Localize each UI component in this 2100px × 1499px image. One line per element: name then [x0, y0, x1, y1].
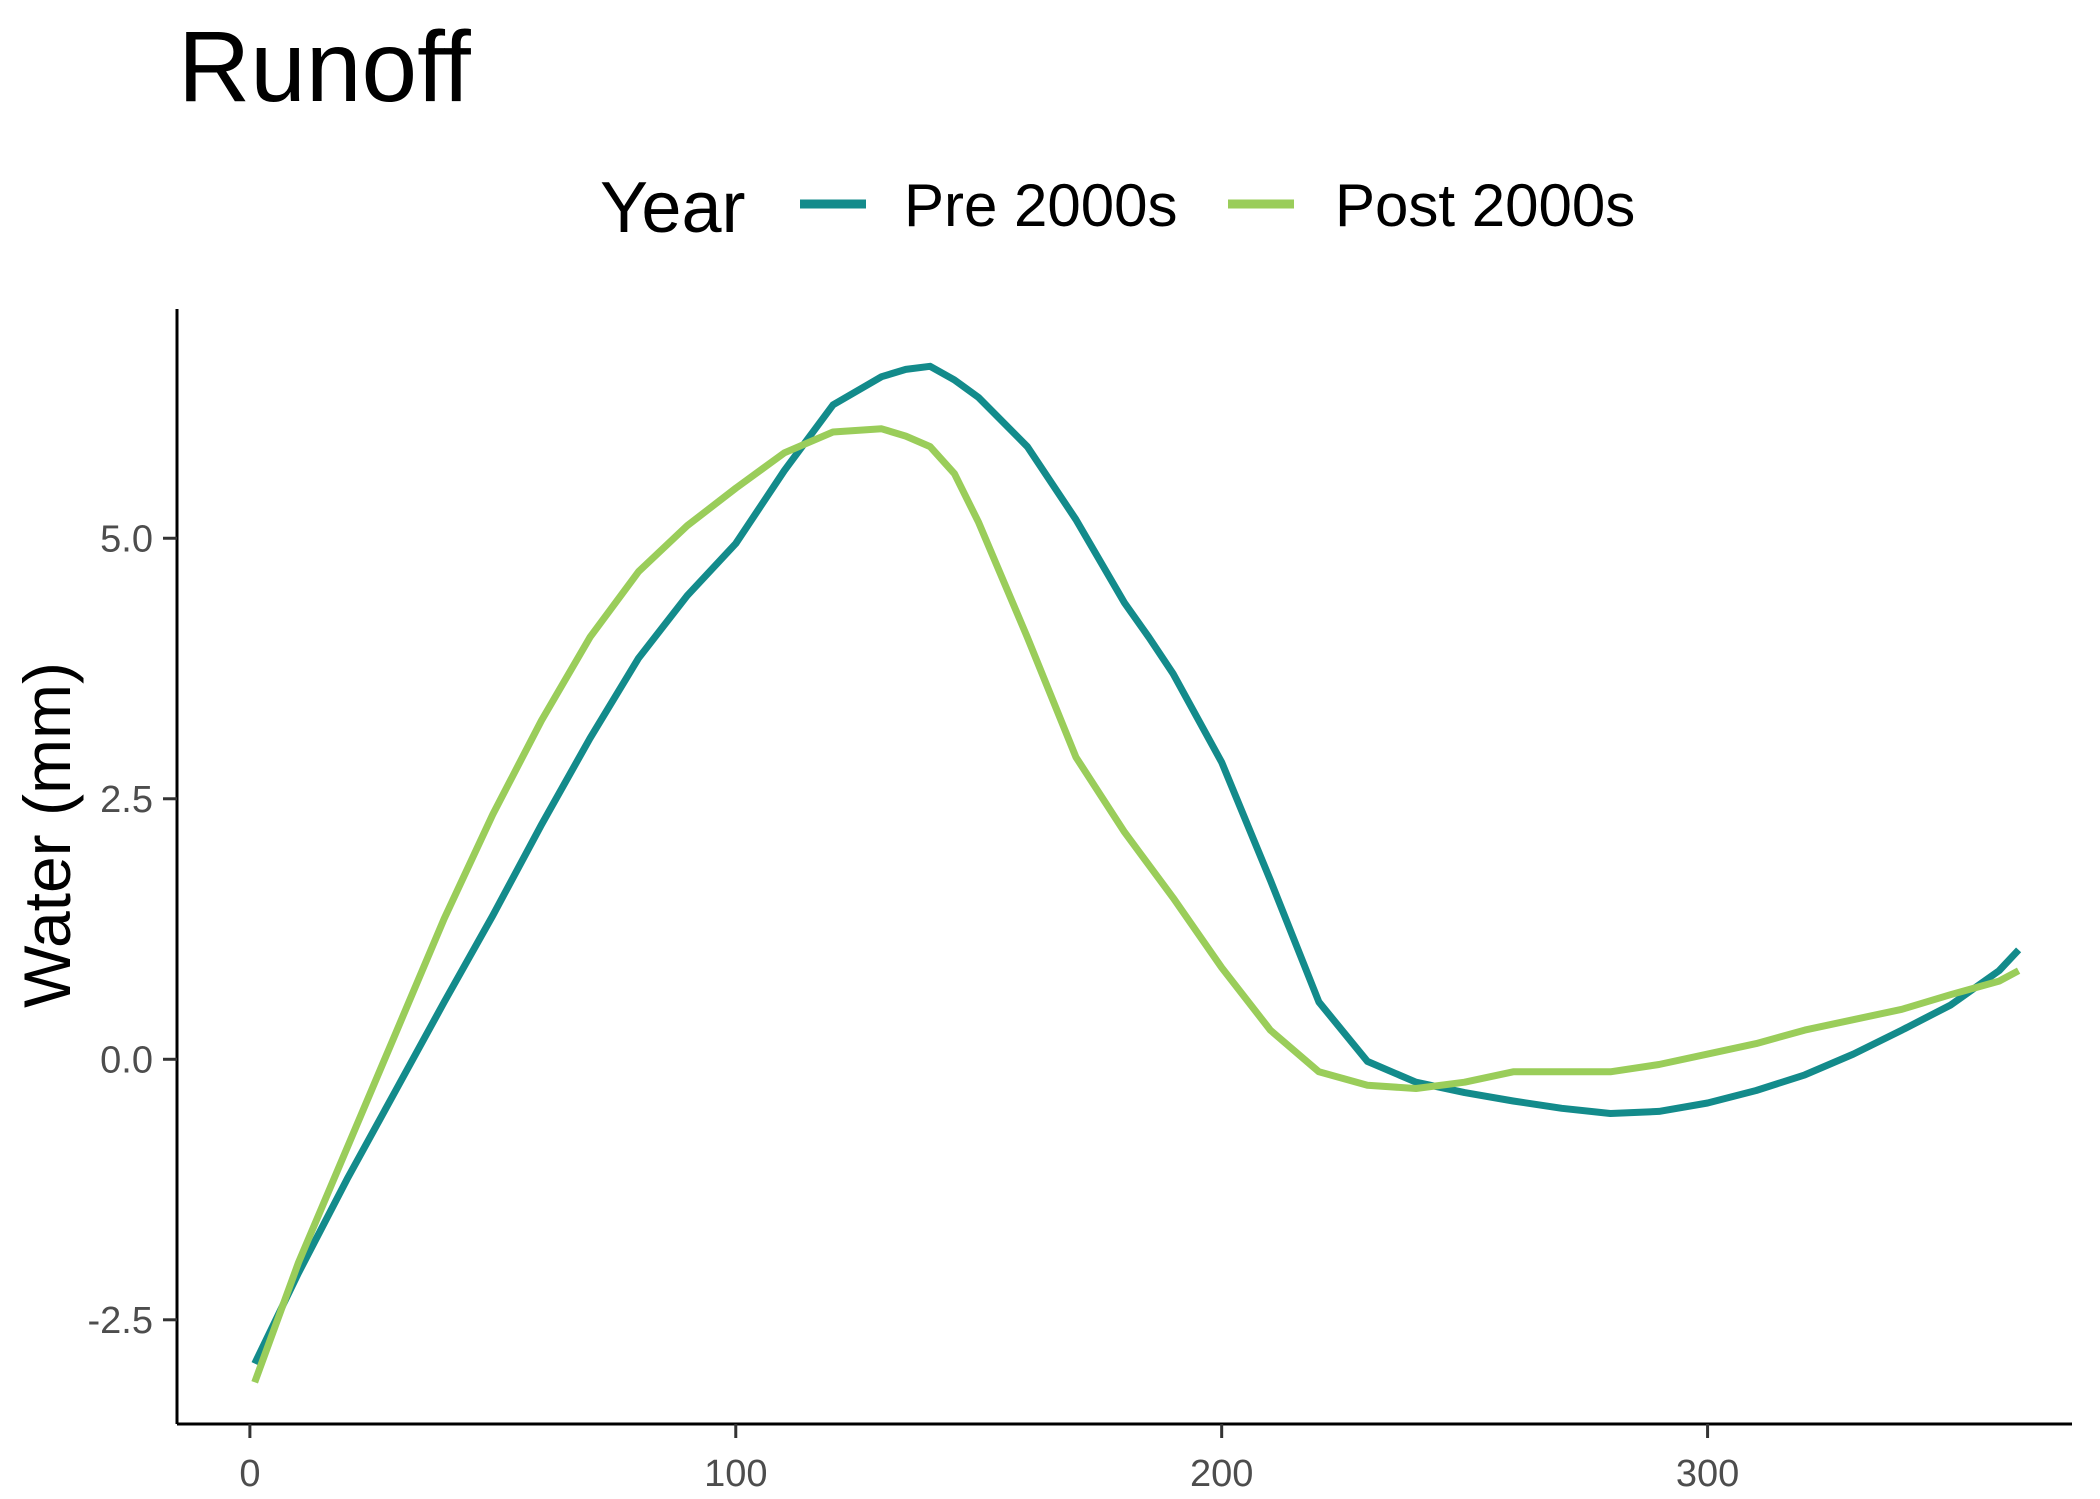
- y-tick-label: 5.0: [100, 518, 153, 560]
- legend-label-pre-2000s: Pre 2000s: [904, 172, 1178, 239]
- chart-title: Runoff: [178, 11, 471, 123]
- x-tick-label: 200: [1190, 1453, 1253, 1495]
- series-layer: [251, 362, 2022, 1384]
- y-axis-label: Water (mm): [10, 662, 84, 1008]
- y-tick-label: 0.0: [100, 1039, 153, 1081]
- ticks-layer: 0 100 200 300 -2.5 0.0 2.5 5.0: [88, 518, 1740, 1495]
- legend: Year Pre 2000s Post 2000s: [600, 168, 1635, 248]
- x-tick-label: 100: [704, 1453, 767, 1495]
- x-tick-label: 300: [1676, 1453, 1739, 1495]
- legend-title: Year: [600, 168, 745, 248]
- series-line-pre-2000s: [251, 362, 2022, 1366]
- series-line-post-2000s: [251, 425, 2021, 1384]
- x-tick-label: 0: [239, 1453, 260, 1495]
- legend-label-post-2000s: Post 2000s: [1335, 172, 1635, 239]
- y-tick-label: -2.5: [88, 1300, 153, 1342]
- y-tick-label: 2.5: [100, 779, 153, 821]
